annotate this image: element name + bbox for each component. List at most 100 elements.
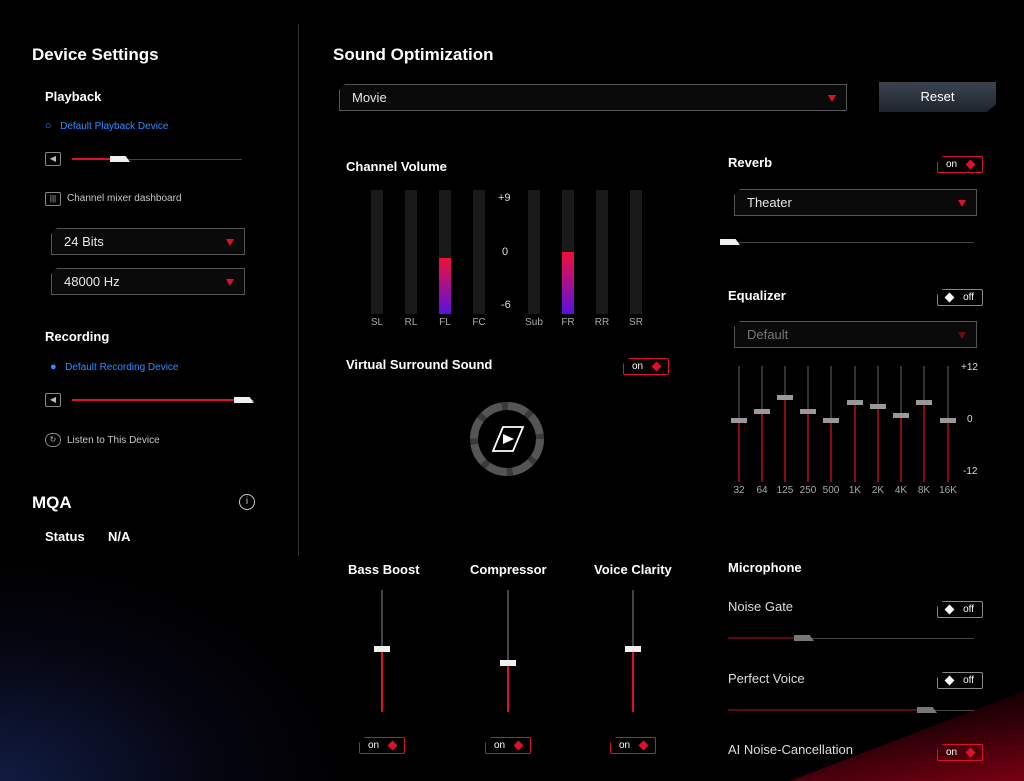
eq-scale-top: +12 [961,362,978,373]
mqa-title: MQA [32,493,72,512]
noise-gate-toggle[interactable]: off [937,601,983,618]
playback-title: Playback [45,89,102,104]
eq-band-fill [854,402,856,482]
eq-band-8k[interactable] [916,366,932,482]
diamond-icon [387,740,398,751]
eq-band-track [923,366,925,402]
eq-band-125[interactable] [777,366,793,482]
eq-band-knob[interactable] [847,400,863,405]
compressor-track [507,590,509,663]
eq-band-knob[interactable] [777,395,793,400]
equalizer-preset-select[interactable]: Default [734,321,977,348]
eq-band-label: 8K [917,485,931,496]
bass-boost-toggle[interactable]: on [359,737,405,754]
speaker-icon: ◀ [45,152,61,166]
voice-clarity-title: Voice Clarity [594,562,672,577]
voice-clarity-slider[interactable] [625,590,641,712]
ai-noise-cancellation-title: AI Noise-Cancellation [728,742,854,757]
eq-band-2k[interactable] [870,366,886,482]
channel-bar-fl[interactable] [439,190,451,314]
surround-play-button[interactable] [469,401,545,477]
eq-band-knob[interactable] [870,404,886,409]
compressor-toggle[interactable]: on [485,737,531,754]
mqa-status-value: N/A [108,529,131,544]
eq-band-knob[interactable] [893,413,909,418]
channel-mixer-link[interactable]: Channel mixer dashboard [67,193,182,204]
toggle-label: off [963,675,974,686]
eq-band-knob[interactable] [800,409,816,414]
diamond-icon [944,675,955,686]
eq-band-fill [807,411,809,482]
eq-band-64[interactable] [754,366,770,482]
channel-bar-fill [562,252,574,314]
compressor-knob[interactable] [500,660,516,666]
channel-volume-title: Channel Volume [346,159,447,174]
eq-scale-mid: 0 [967,414,973,425]
channel-bar-sr[interactable] [630,190,642,314]
channel-scale-mid: 0 [502,246,509,258]
channel-bar-fill [439,258,451,314]
bit-depth-select[interactable]: 24 Bits [51,228,245,255]
playback-volume-thumb[interactable] [110,156,130,162]
compressor-slider[interactable] [500,590,516,712]
chevron-down-icon [958,332,966,339]
preset-select[interactable]: Movie [339,84,847,111]
eq-band-16k[interactable] [940,366,956,482]
listen-to-device-option[interactable]: Listen to This Device [67,435,160,446]
eq-band-label: 250 [799,485,817,496]
eq-band-track [877,366,879,406]
bass-boost-title: Bass Boost [348,562,420,577]
reset-button[interactable]: Reset [879,82,996,112]
toggle-label: on [946,159,958,170]
eq-band-4k[interactable] [893,366,909,482]
recording-volume-thumb[interactable] [234,397,254,403]
playback-volume-track [72,159,242,160]
diamond-icon [944,292,955,303]
channel-bar-fc[interactable] [473,190,485,314]
equalizer-toggle[interactable]: off [937,289,983,306]
channel-bar-sub[interactable] [528,190,540,314]
voice-clarity-knob[interactable] [625,646,641,652]
eq-band-knob[interactable] [754,409,770,414]
reverb-toggle[interactable]: on [937,156,983,173]
reverb-select[interactable]: Theater [734,189,977,216]
mqa-status-label: Status [45,529,85,544]
perfect-voice-thumb[interactable] [917,707,937,713]
eq-band-knob[interactable] [731,418,747,423]
eq-band-knob[interactable] [940,418,956,423]
channel-bar-rl[interactable] [405,190,417,314]
perfect-voice-toggle[interactable]: off [937,672,983,689]
playback-device-link[interactable]: ○ Default Playback Device [45,116,169,134]
sample-rate-select[interactable]: 48000 Hz [51,268,245,295]
eq-band-track [900,366,902,415]
compressor-fill [507,663,509,712]
virtual-surround-toggle[interactable]: on [623,358,669,375]
eq-band-1k[interactable] [847,366,863,482]
chevron-down-icon [958,200,966,207]
eq-band-500[interactable] [823,366,839,482]
eq-band-knob[interactable] [823,418,839,423]
channel-label: RR [594,317,610,328]
channel-bar-fr[interactable] [562,190,574,314]
bass-boost-knob[interactable] [374,646,390,652]
eq-band-fill [900,415,902,482]
channel-bar-rr[interactable] [596,190,608,314]
eq-band-label: 32 [733,485,745,496]
recording-device-link[interactable]: ● Default Recording Device [50,357,179,375]
bass-boost-slider[interactable] [374,590,390,712]
reverb-level-thumb[interactable] [720,239,740,245]
eq-band-label: 4K [894,485,908,496]
noise-gate-thumb[interactable] [794,635,814,641]
eq-band-250[interactable] [800,366,816,482]
toggle-label: on [619,740,631,751]
info-icon[interactable]: i [239,494,255,510]
channel-bar-sl[interactable] [371,190,383,314]
voice-clarity-toggle[interactable]: on [610,737,656,754]
noise-gate-fill [728,637,798,639]
ai-noise-cancellation-toggle[interactable]: on [937,744,983,761]
eq-band-knob[interactable] [916,400,932,405]
noise-gate-track [728,638,974,639]
eq-band-32[interactable] [731,366,747,482]
eq-scale-bottom: -12 [963,466,978,477]
mixer-icon: ||| [45,192,61,206]
